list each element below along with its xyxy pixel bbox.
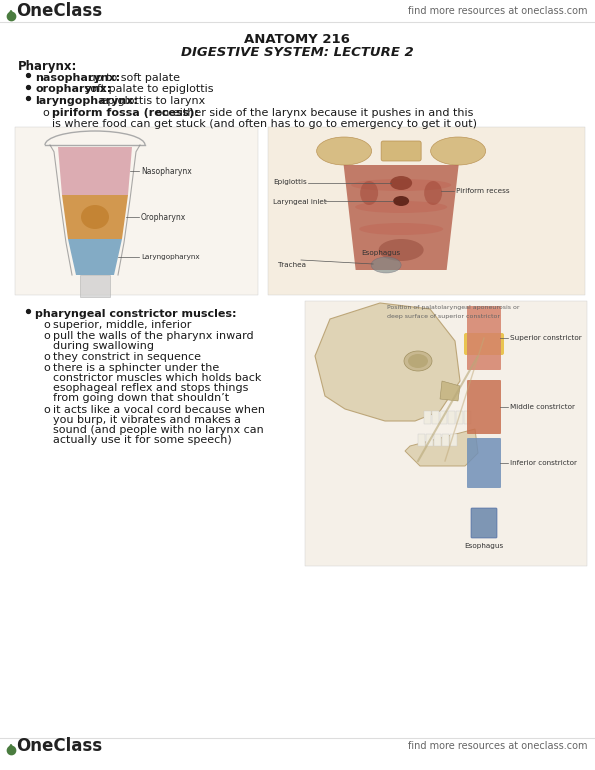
Polygon shape bbox=[10, 11, 12, 16]
Text: esophageal reflex and stops things: esophageal reflex and stops things bbox=[53, 383, 248, 393]
Text: it acts like a vocal cord because when: it acts like a vocal cord because when bbox=[53, 405, 265, 415]
Text: o: o bbox=[43, 320, 50, 330]
Text: OneClass: OneClass bbox=[16, 737, 102, 755]
Text: Laryngeal inlet: Laryngeal inlet bbox=[273, 199, 327, 205]
FancyBboxPatch shape bbox=[418, 434, 424, 446]
FancyBboxPatch shape bbox=[467, 380, 501, 434]
Text: constrictor muscles which holds back: constrictor muscles which holds back bbox=[53, 373, 261, 383]
FancyBboxPatch shape bbox=[424, 410, 431, 424]
Text: soft palate to epiglottis: soft palate to epiglottis bbox=[81, 85, 213, 95]
Text: you burp, it vibrates and makes a: you burp, it vibrates and makes a bbox=[53, 415, 241, 425]
Text: ANATOMY 216: ANATOMY 216 bbox=[244, 33, 350, 46]
Text: Superior constrictor: Superior constrictor bbox=[510, 335, 582, 341]
Text: from going down that shouldn’t: from going down that shouldn’t bbox=[53, 393, 229, 403]
Ellipse shape bbox=[317, 137, 372, 165]
Polygon shape bbox=[10, 745, 12, 750]
Polygon shape bbox=[62, 195, 128, 239]
Text: oropharynx:: oropharynx: bbox=[35, 85, 111, 95]
Ellipse shape bbox=[378, 239, 424, 261]
Polygon shape bbox=[58, 147, 132, 195]
Text: on either side of the larynx because it pushes in and this: on either side of the larynx because it … bbox=[152, 108, 473, 118]
Polygon shape bbox=[80, 275, 110, 297]
Text: there is a sphincter under the: there is a sphincter under the bbox=[53, 363, 219, 373]
FancyBboxPatch shape bbox=[447, 410, 455, 424]
Ellipse shape bbox=[355, 201, 447, 213]
Text: o: o bbox=[43, 363, 50, 373]
Ellipse shape bbox=[81, 205, 109, 229]
Polygon shape bbox=[68, 239, 122, 275]
Ellipse shape bbox=[404, 351, 432, 371]
Text: actually use it for some speech): actually use it for some speech) bbox=[53, 435, 231, 445]
FancyBboxPatch shape bbox=[467, 438, 501, 488]
Text: nasopharynx:: nasopharynx: bbox=[35, 73, 120, 83]
Text: Position of palatolaryngeal aponeurosis or: Position of palatolaryngeal aponeurosis … bbox=[387, 305, 519, 310]
Ellipse shape bbox=[359, 223, 443, 235]
Ellipse shape bbox=[431, 137, 486, 165]
FancyBboxPatch shape bbox=[381, 141, 421, 161]
Text: Trachea: Trachea bbox=[278, 262, 306, 268]
FancyBboxPatch shape bbox=[441, 434, 449, 446]
Text: piriform fossa (recess):: piriform fossa (recess): bbox=[52, 108, 199, 118]
FancyBboxPatch shape bbox=[431, 410, 439, 424]
FancyBboxPatch shape bbox=[471, 508, 497, 538]
FancyBboxPatch shape bbox=[449, 434, 456, 446]
Text: Piriform recess: Piriform recess bbox=[456, 188, 510, 194]
Text: find more resources at oneclass.com: find more resources at oneclass.com bbox=[409, 6, 588, 16]
FancyBboxPatch shape bbox=[305, 301, 587, 566]
Text: Esophagus: Esophagus bbox=[464, 543, 503, 549]
Text: Nasopharynx: Nasopharynx bbox=[141, 166, 192, 176]
Text: they constrict in sequence: they constrict in sequence bbox=[53, 352, 201, 362]
Ellipse shape bbox=[371, 257, 401, 273]
Text: deep surface of superior constrictor: deep surface of superior constrictor bbox=[387, 314, 500, 319]
Text: Pharynx:: Pharynx: bbox=[18, 60, 77, 73]
Polygon shape bbox=[440, 381, 460, 401]
Ellipse shape bbox=[408, 354, 428, 368]
Text: o: o bbox=[43, 352, 50, 362]
Polygon shape bbox=[344, 165, 459, 270]
Text: o: o bbox=[42, 108, 49, 118]
Text: o: o bbox=[43, 331, 50, 341]
FancyBboxPatch shape bbox=[456, 410, 462, 424]
Text: Laryngopharynx: Laryngopharynx bbox=[141, 254, 200, 260]
Text: Inferior constrictor: Inferior constrictor bbox=[510, 460, 577, 466]
Ellipse shape bbox=[390, 176, 412, 190]
Text: during swallowing: during swallowing bbox=[53, 341, 154, 351]
FancyBboxPatch shape bbox=[464, 333, 504, 355]
Text: Epiglottis: Epiglottis bbox=[273, 179, 307, 185]
Text: Esophagus: Esophagus bbox=[362, 250, 401, 256]
Text: Oropharynx: Oropharynx bbox=[141, 213, 186, 222]
Ellipse shape bbox=[393, 196, 409, 206]
Text: laryngopharynx:: laryngopharynx: bbox=[35, 96, 138, 106]
Text: superior, middle, inferior: superior, middle, inferior bbox=[53, 320, 192, 330]
Text: o: o bbox=[43, 405, 50, 415]
Text: epiglottis to larynx: epiglottis to larynx bbox=[98, 96, 206, 106]
Text: up to soft palate: up to soft palate bbox=[85, 73, 180, 83]
Text: OneClass: OneClass bbox=[16, 2, 102, 20]
Text: is where food can get stuck (and often has to go to emergency to get it out): is where food can get stuck (and often h… bbox=[52, 119, 477, 129]
FancyBboxPatch shape bbox=[434, 434, 440, 446]
Polygon shape bbox=[315, 303, 460, 421]
Text: sound (and people with no larynx can: sound (and people with no larynx can bbox=[53, 425, 264, 435]
Text: DIGESTIVE SYSTEM: LECTURE 2: DIGESTIVE SYSTEM: LECTURE 2 bbox=[181, 46, 414, 59]
Text: pull the walls of the pharynx inward: pull the walls of the pharynx inward bbox=[53, 331, 253, 341]
Text: pharyngeal constrictor muscles:: pharyngeal constrictor muscles: bbox=[35, 309, 236, 319]
Polygon shape bbox=[405, 429, 478, 466]
Ellipse shape bbox=[424, 181, 442, 205]
FancyBboxPatch shape bbox=[440, 410, 446, 424]
FancyBboxPatch shape bbox=[425, 434, 433, 446]
Text: Middle constrictor: Middle constrictor bbox=[510, 404, 575, 410]
FancyBboxPatch shape bbox=[15, 127, 258, 295]
FancyBboxPatch shape bbox=[268, 127, 585, 295]
Ellipse shape bbox=[351, 179, 451, 191]
FancyBboxPatch shape bbox=[467, 306, 501, 370]
Ellipse shape bbox=[360, 181, 378, 205]
FancyBboxPatch shape bbox=[464, 410, 471, 424]
Text: find more resources at oneclass.com: find more resources at oneclass.com bbox=[409, 741, 588, 751]
